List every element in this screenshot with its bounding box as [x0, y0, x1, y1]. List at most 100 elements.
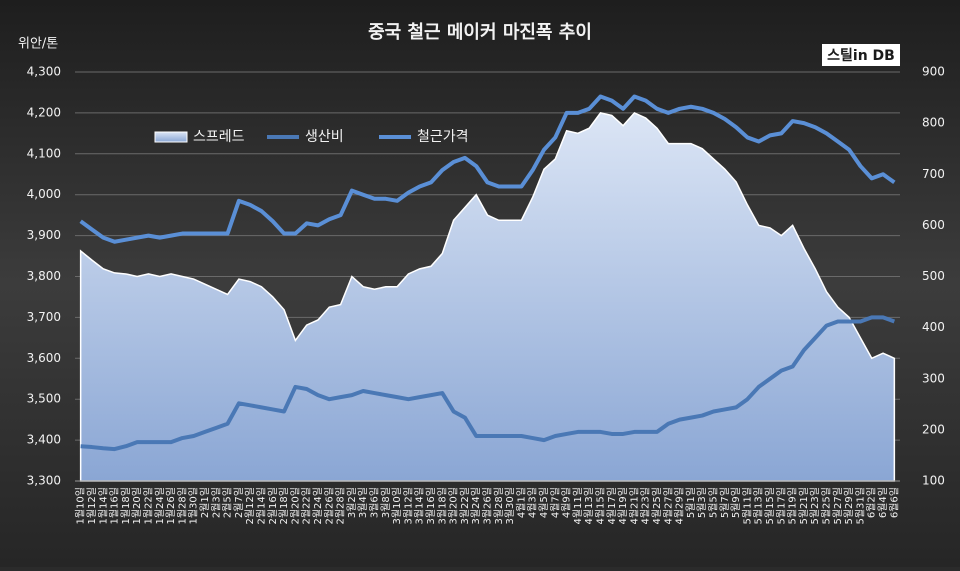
x-tick-label: 3월2일 — [346, 487, 358, 518]
x-tick-label: 4월19일 — [617, 487, 629, 525]
x-tick-label: 3월28일 — [493, 487, 505, 524]
x-tick-label: 5월31일 — [854, 487, 866, 525]
x-tick-label: 5월3일 — [696, 487, 708, 518]
y-tick-label: 4,100 — [27, 146, 61, 160]
y-tick-label: 4,300 — [27, 65, 61, 79]
x-tick-label: 4월17일 — [606, 487, 618, 525]
y2-tick-label: 600 — [922, 218, 945, 232]
x-tick-label: 3월22일 — [459, 487, 471, 525]
x-tick-label: 5월9일 — [730, 487, 742, 518]
x-tick-label: 4월1일 — [515, 487, 527, 518]
x-tick-label: 5월5일 — [708, 487, 720, 518]
y2-tick-label: 300 — [922, 371, 945, 385]
x-tick-label: 3월16일 — [425, 487, 437, 525]
series-line — [80, 315, 896, 452]
x-tick-label: 2월28일 — [335, 487, 347, 525]
x-tick-label: 1월12일 — [86, 487, 98, 525]
x-tick-label: 3월6일 — [368, 487, 380, 518]
x-tick-label: 1월20일 — [131, 487, 143, 525]
y2-tick-label: 900 — [922, 65, 945, 79]
x-tick-label: 4월7일 — [549, 487, 561, 518]
x-tick-label: 5월11일 — [741, 487, 753, 525]
x-tick-label: 4월3일 — [527, 487, 539, 518]
chart-title: 중국 철근 메이커 마진폭 추이 — [368, 22, 592, 43]
x-tick-label: 5월15일 — [764, 487, 776, 525]
x-tick-label: 5월21일 — [798, 487, 810, 525]
x-tick-label: 4월11일 — [572, 487, 584, 525]
x-tick-label: 4월21일 — [628, 487, 640, 525]
x-tick-label: 5월23일 — [809, 487, 821, 525]
x-tick-label: 2월3일 — [210, 487, 222, 518]
x-tick-label: 4월25일 — [651, 487, 663, 525]
series-line — [79, 94, 896, 244]
logo: 스틸in DB — [827, 48, 895, 64]
x-tick-label: 2월26일 — [323, 487, 335, 525]
x-tick-label: 4월9일 — [561, 487, 573, 518]
x-tick-label: 4월5일 — [538, 487, 550, 518]
x-tick-label: 2월7일 — [233, 487, 245, 518]
x-tick-label: 3월24일 — [470, 487, 482, 525]
x-tick-label: 3월8일 — [380, 487, 392, 518]
y-axis-label: 위안/톤 — [18, 37, 58, 52]
x-tick-label: 1월22일 — [142, 487, 154, 525]
x-tick-label: 2월14일 — [255, 487, 267, 525]
x-tick-label: 5월1일 — [685, 487, 697, 518]
y-tick-label: 3,400 — [27, 433, 61, 447]
x-tick-label: 2월24일 — [312, 487, 324, 525]
x-tick-label: 2월22일 — [301, 487, 313, 525]
y-tick-label: 4,000 — [27, 187, 61, 201]
y2-tick-label: 700 — [922, 167, 945, 181]
x-tick-label: 2월16일 — [267, 487, 279, 525]
x-tick-label: 1월26일 — [165, 487, 177, 525]
y-tick-label: 3,900 — [27, 228, 61, 242]
legend-label: 스프레드 — [193, 129, 245, 145]
x-tick-label: 1월10일 — [75, 487, 87, 525]
x-tick-label: 3월30일 — [504, 487, 516, 524]
legend-label: 철근가격 — [417, 129, 469, 145]
x-tick-label: 5월29일 — [843, 487, 855, 525]
y-tick-label: 3,600 — [27, 351, 61, 365]
y-tick-label: 4,200 — [27, 105, 61, 119]
x-tick-label: 5월13일 — [753, 487, 765, 525]
y2-tick-label: 100 — [922, 474, 945, 488]
x-tick-label: 2월20일 — [289, 487, 301, 525]
x-tick-label: 6월2일 — [866, 487, 878, 518]
x-tick-label: 5월17일 — [775, 487, 787, 525]
x-tick-label: 4월29일 — [674, 487, 686, 525]
logo-box — [822, 44, 900, 66]
y2-tick-label: 800 — [922, 116, 945, 130]
x-tick-label: 3월20일 — [448, 487, 460, 525]
x-tick-label: 2월1일 — [199, 487, 211, 518]
legend-label: 생산비 — [305, 129, 344, 145]
x-tick-label: 2월18일 — [278, 487, 290, 525]
y-tick-label: 3,800 — [27, 269, 61, 283]
x-tick-label: 3월18일 — [436, 487, 448, 525]
x-tick-label: 3월4일 — [357, 487, 369, 518]
x-tick-label: 4월13일 — [583, 487, 595, 525]
x-tick-label: 5월7일 — [719, 487, 731, 518]
x-tick-label: 1월18일 — [120, 487, 132, 525]
y-tick-label: 3,700 — [27, 310, 61, 324]
x-tick-label: 5월27일 — [832, 487, 844, 525]
x-tick-label: 4월23일 — [640, 487, 652, 525]
y2-tick-label: 200 — [922, 422, 945, 436]
y2-tick-label: 400 — [922, 320, 945, 334]
x-tick-label: 1월24일 — [154, 487, 166, 525]
x-tick-label: 3월10일 — [391, 487, 403, 525]
x-tick-label: 1월14일 — [97, 487, 109, 525]
x-tick-label: 5월19일 — [787, 487, 799, 525]
y-tick-label: 3,300 — [27, 474, 61, 488]
x-tick-label: 4월27일 — [662, 487, 674, 525]
y-tick-label: 3,500 — [27, 392, 61, 406]
x-tick-label: 3월26일 — [482, 487, 494, 525]
x-tick-label: 6월4일 — [877, 487, 889, 518]
legend-swatch — [154, 131, 188, 143]
x-tick-label: 4월15일 — [595, 487, 607, 525]
x-tick-label: 1월28일 — [176, 487, 188, 525]
x-tick-label: 6월6일 — [888, 487, 900, 518]
y2-tick-label: 500 — [922, 269, 945, 283]
x-tick-label: 5월25일 — [821, 487, 833, 525]
x-tick-label: 1월30일 — [188, 487, 200, 525]
spread-area — [79, 111, 896, 482]
